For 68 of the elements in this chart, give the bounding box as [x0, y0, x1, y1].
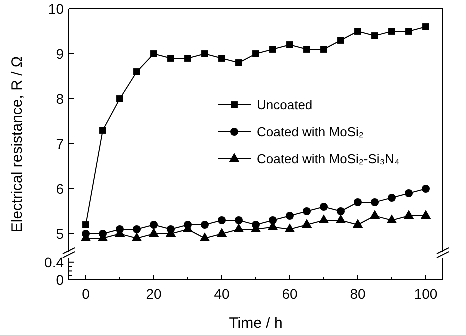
point — [286, 42, 294, 48]
point — [304, 46, 310, 53]
legend-label: Uncoated — [257, 98, 313, 113]
point — [184, 55, 192, 62]
point — [202, 50, 208, 58]
x-tick-label: 100 — [414, 286, 438, 302]
point — [148, 228, 160, 237]
point — [218, 216, 226, 224]
point — [168, 55, 174, 62]
point — [386, 214, 398, 224]
point — [132, 232, 142, 242]
point — [370, 210, 380, 219]
point — [234, 224, 244, 232]
y-tick-label: 8 — [56, 90, 64, 107]
point — [200, 232, 210, 242]
point — [133, 226, 141, 234]
point — [352, 219, 364, 228]
point — [372, 32, 378, 40]
y-tick-label: 6 — [56, 180, 64, 197]
point — [82, 222, 90, 228]
point — [100, 127, 106, 134]
point — [286, 212, 294, 220]
point — [252, 50, 260, 58]
point — [303, 208, 311, 216]
x-tick-label: 0 — [82, 286, 90, 302]
y-tick-label: 10 — [48, 0, 64, 17]
point — [406, 28, 412, 35]
legend-label: Coated with MoSi₂-Si₃N₄ — [257, 152, 400, 167]
point — [320, 46, 328, 53]
point — [302, 219, 312, 228]
point — [320, 203, 328, 211]
y-axis-title: Electrical resistance, R / Ω — [9, 56, 26, 233]
point — [270, 46, 276, 53]
point — [354, 198, 362, 206]
point — [116, 96, 124, 102]
point — [150, 50, 158, 58]
point — [201, 221, 209, 229]
point — [420, 210, 432, 219]
point — [150, 221, 158, 229]
x-tick-label: 40 — [214, 286, 230, 302]
x-axis-title: Time / h — [229, 315, 283, 332]
y-tick-label: 9 — [56, 46, 64, 62]
point — [405, 190, 413, 198]
point — [284, 224, 296, 232]
point — [422, 185, 430, 193]
x-tick-label: 80 — [350, 286, 366, 302]
point — [337, 208, 345, 216]
point — [218, 55, 226, 62]
point — [235, 216, 243, 224]
point — [336, 214, 346, 224]
point — [236, 60, 242, 66]
point — [338, 37, 344, 44]
x-tick-label: 60 — [282, 286, 298, 302]
point — [388, 28, 396, 35]
point — [318, 214, 330, 224]
point — [134, 68, 140, 76]
x-tick-label: 20 — [146, 286, 162, 302]
point — [216, 228, 228, 237]
point — [404, 210, 414, 219]
y-tick-label: 7 — [56, 136, 64, 152]
legend-label: Coated with MoSi₂ — [257, 124, 364, 140]
point — [388, 194, 396, 202]
y-tick-label: 5 — [56, 226, 64, 242]
y-tick-label: 0.4 — [44, 254, 64, 270]
point — [354, 28, 362, 35]
point — [422, 24, 430, 30]
point — [371, 198, 379, 206]
y-tick-label: 0 — [56, 272, 64, 288]
